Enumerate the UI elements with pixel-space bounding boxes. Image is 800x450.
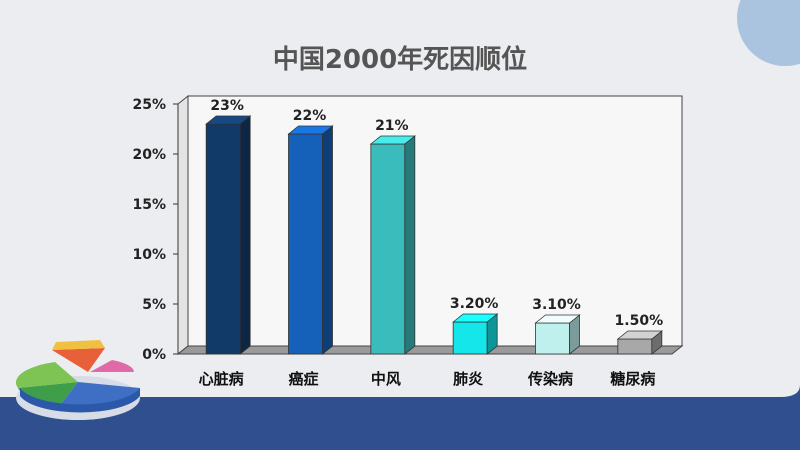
bar-top: [205, 115, 252, 125]
bar: [288, 133, 323, 355]
y-tick-label: 0%: [142, 347, 166, 363]
data-label: 22%: [293, 108, 327, 124]
data-label: 1.50%: [615, 313, 664, 329]
bar: [452, 321, 488, 355]
decorative-circle: [737, 0, 800, 66]
pie-chart-decoration: [15, 340, 140, 420]
bar-top: [452, 313, 499, 323]
data-label: 3.20%: [450, 296, 499, 312]
y-tick-label: 15%: [132, 197, 166, 213]
bar-side: [239, 115, 251, 355]
chart-title: 中国2000年死因顺位: [273, 44, 527, 75]
y-tick-label: 20%: [132, 147, 166, 163]
bar-chart: 0% 5% 10% 15% 20% 25% 23% 心脏病 22% 癌症 21% 中风 3.20% 肺炎 3…: [132, 94, 684, 388]
data-label: 3.10%: [532, 297, 581, 313]
bar: [617, 338, 653, 355]
bar: [535, 322, 570, 355]
category-label: 心脏病: [199, 370, 244, 388]
category-label: 中风: [371, 370, 401, 388]
bar-top: [534, 314, 581, 324]
bar-top: [369, 135, 416, 145]
plot-back-wall: [187, 95, 683, 347]
bar-side: [322, 125, 333, 355]
category-label: 癌症: [288, 370, 318, 388]
bar: [205, 123, 241, 355]
bar-top: [616, 330, 663, 340]
bar-top: [287, 125, 334, 135]
y-tick-label: 10%: [132, 247, 166, 263]
category-label: 传染病: [527, 370, 573, 388]
y-tick-label: 25%: [132, 97, 166, 113]
bar: [370, 143, 406, 355]
data-label: 23%: [210, 98, 244, 114]
y-tick-label: 5%: [142, 297, 166, 313]
plot-side-wall: [177, 94, 189, 356]
data-label: 21%: [375, 118, 409, 134]
category-label: 肺炎: [453, 370, 483, 388]
plot-floor: [176, 345, 684, 355]
bar-side: [404, 135, 416, 355]
category-label: 糖尿病: [610, 370, 655, 388]
